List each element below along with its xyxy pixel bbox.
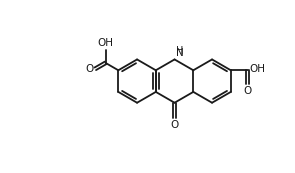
Text: O: O	[85, 64, 93, 74]
Text: N: N	[176, 48, 183, 58]
Text: H: H	[176, 45, 183, 56]
Text: OH: OH	[98, 38, 114, 48]
Text: OH: OH	[250, 64, 266, 74]
Text: O: O	[243, 86, 252, 96]
Text: O: O	[171, 120, 179, 130]
